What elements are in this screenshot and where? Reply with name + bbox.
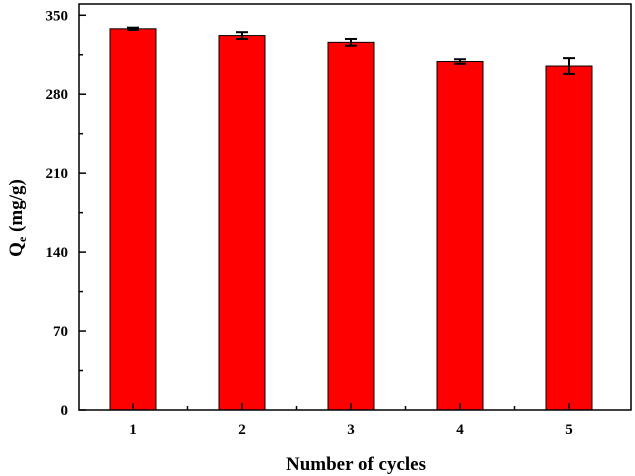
x-ticks-group: 1 2 3 4 5 [129,403,573,438]
error-bar-cycle-4 [454,58,466,65]
y-axis-title-main: Q [6,242,27,257]
x-tick-label: 3 [347,422,355,438]
error-bar-cycle-5 [563,57,575,75]
plot-frame [78,3,632,411]
y-tick-label: 70 [53,324,68,340]
y-axis-title-unit: (mg/g) [6,179,27,237]
x-tick-label: 2 [238,422,246,438]
y-tick-label: 210 [46,166,69,182]
y-tick-label: 350 [46,8,69,24]
y-axis-title: Qe (mg/g) [6,179,29,257]
error-bars-group [127,26,575,75]
bar-cycle-2 [218,35,266,411]
error-bar-cycle-2 [236,31,248,40]
x-tick-label: 5 [565,422,573,438]
bar-cycle-4 [436,61,484,411]
bar-cycle-1 [109,28,157,411]
bar-cycle-5 [545,65,593,411]
error-bar-cycle-1 [127,26,139,31]
x-tick-label: 1 [129,422,137,438]
error-bar-cycle-3 [345,37,357,47]
y-tick-label: 0 [61,403,69,419]
bar-cycle-3 [327,41,375,411]
y-tick-label: 280 [46,87,69,103]
x-axis-title: Number of cycles [286,454,426,475]
x-tick-label: 4 [456,422,464,438]
axes-group [78,3,632,411]
y-axis-title-subscript: e [15,236,29,242]
y-tick-label: 140 [46,245,69,261]
bars-group [109,28,593,411]
y-ticks-group: 0 70 140 210 280 350 [46,8,86,419]
